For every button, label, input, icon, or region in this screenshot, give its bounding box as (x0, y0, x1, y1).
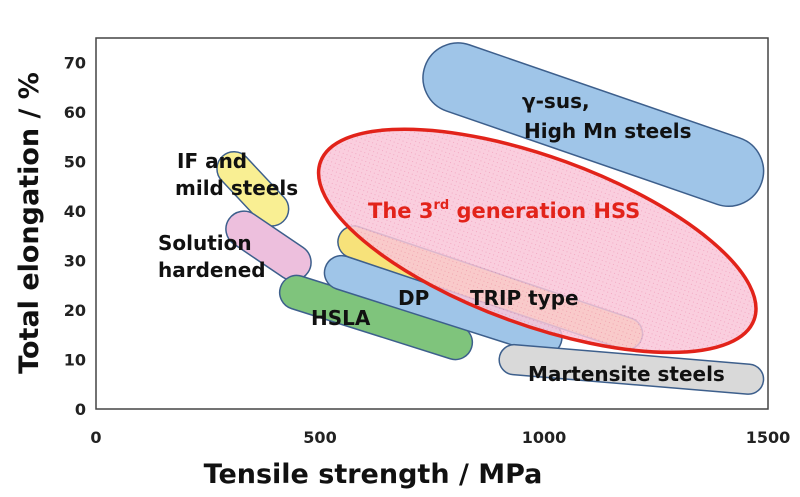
label-if-mild-line2: mild steels (175, 176, 298, 200)
x-tick-label: 0 (90, 428, 101, 447)
y-axis-title: Total elongation / % (14, 72, 45, 374)
x-axis-title: Tensile strength / MPa (204, 459, 543, 490)
y-axis-ticks: 0 10 20 30 40 50 60 70 (64, 54, 86, 419)
label-hsla: HSLA (311, 306, 371, 330)
y-tick-label: 20 (64, 301, 86, 320)
region-sus-high-mn-steels (422, 42, 765, 207)
y-tick-label: 60 (64, 103, 86, 122)
y-tick-label: 0 (75, 400, 86, 419)
y-tick-label: 50 (64, 153, 86, 172)
x-tick-label: 1000 (522, 428, 567, 447)
label-gamma-sus-line1: γ-sus, (522, 89, 590, 113)
label-third-gen-hss: The 3rd generation HSS (368, 198, 640, 223)
region-if-and-mild-steels (216, 151, 290, 227)
label-if-mild-line1: IF and (177, 149, 247, 173)
label-third-gen-hss-a: The 3 (368, 199, 433, 223)
regions-layer (216, 42, 765, 395)
label-solution-line1: Solution (158, 231, 252, 255)
label-gamma-sus-line2: High Mn steels (524, 119, 692, 143)
label-third-gen-hss-sup: rd (433, 198, 449, 213)
x-tick-label: 1500 (746, 428, 791, 447)
label-trip: TRIP type (470, 286, 579, 310)
region-solution-hardened (225, 210, 312, 282)
y-tick-label: 10 (64, 351, 86, 370)
y-tick-label: 40 (64, 202, 86, 221)
region-martensite-steels (498, 343, 765, 395)
y-tick-label: 70 (64, 54, 86, 73)
label-dp: DP (398, 286, 429, 310)
label-martensite: Martensite steels (528, 362, 725, 386)
label-solution-line2: hardened (158, 258, 266, 282)
x-axis-ticks: 0 500 1000 1500 (90, 428, 790, 447)
label-third-gen-hss-b: generation HSS (449, 199, 640, 223)
region-third-gen-hss (316, 127, 758, 355)
y-tick-label: 30 (64, 252, 86, 271)
x-tick-label: 500 (303, 428, 336, 447)
region-labels: γ-sus, High Mn steels IF and mild steels… (158, 89, 725, 386)
